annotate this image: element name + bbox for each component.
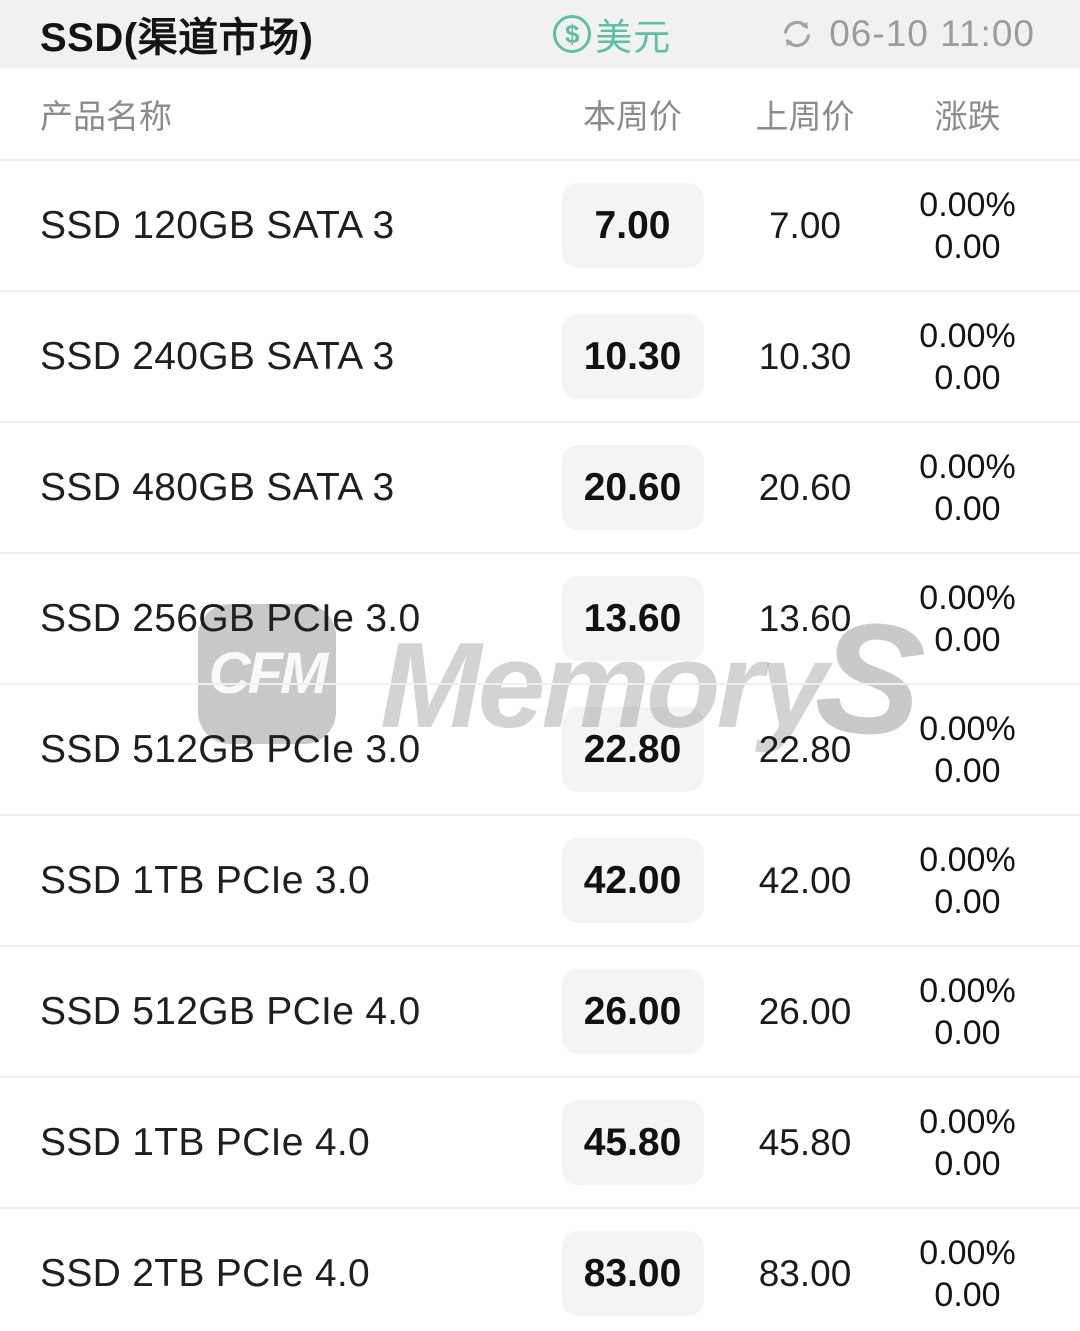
this-week-price-badge: 10.30 <box>561 314 704 399</box>
column-header-this-week-price: 本周价 <box>583 97 682 135</box>
price-change: 0.00% 0.00 <box>890 1101 1045 1185</box>
last-week-price: 83.00 <box>758 1252 852 1294</box>
dollar-icon: $ <box>553 15 592 53</box>
price-change-percent: 0.00% <box>919 578 1016 617</box>
refresh-icon[interactable] <box>779 16 815 52</box>
price-change-percent: 0.00% <box>919 447 1016 486</box>
this-week-price-cell: 13.60 <box>545 576 720 661</box>
table-row[interactable]: SSD 2TB PCIe 4.0 83.00 83.00 0.00% 0.00 <box>0 1207 1080 1331</box>
price-change-absolute: 0.00 <box>934 882 1001 921</box>
price-change-absolute: 0.00 <box>934 358 1001 397</box>
product-name: SSD 512GB PCIe 3.0 <box>40 727 421 771</box>
price-change-absolute: 0.00 <box>934 1275 1001 1314</box>
last-week-price: 10.30 <box>758 335 852 377</box>
price-change: 0.00% 0.00 <box>890 577 1045 661</box>
table-row[interactable]: SSD 512GB PCIe 3.0 22.80 22.80 0.00% 0.0… <box>0 683 1080 814</box>
table-row[interactable]: SSD 1TB PCIe 4.0 45.80 45.80 0.00% 0.00 <box>0 1076 1080 1207</box>
last-week-price: 20.60 <box>758 466 852 508</box>
price-change-absolute: 0.00 <box>934 489 1001 528</box>
last-week-price: 22.80 <box>758 728 852 770</box>
price-change: 0.00% 0.00 <box>890 970 1045 1054</box>
column-header-product-name: 产品名称 <box>40 97 172 135</box>
table-row[interactable]: SSD 120GB SATA 3 7.00 7.00 0.00% 0.00 <box>0 159 1080 290</box>
price-change: 0.00% 0.00 <box>890 446 1045 530</box>
this-week-price-badge: 7.00 <box>561 183 704 268</box>
product-name: SSD 1TB PCIe 3.0 <box>40 858 370 902</box>
this-week-price-cell: 26.00 <box>545 969 720 1054</box>
price-change-absolute: 0.00 <box>934 1013 1001 1052</box>
price-change-absolute: 0.00 <box>934 751 1001 790</box>
product-name: SSD 512GB PCIe 4.0 <box>40 989 421 1033</box>
this-week-price-badge: 20.60 <box>561 445 704 530</box>
price-change-percent: 0.00% <box>919 316 1016 355</box>
price-change-absolute: 0.00 <box>934 1144 1001 1183</box>
product-name: SSD 1TB PCIe 4.0 <box>40 1120 370 1164</box>
table-row[interactable]: SSD 480GB SATA 3 20.60 20.60 0.00% 0.00 <box>0 421 1080 552</box>
table-header-row: 产品名称 本周价 上周价 涨跌 <box>0 68 1080 159</box>
price-change-percent: 0.00% <box>919 840 1016 879</box>
this-week-price-cell: 42.00 <box>545 838 720 923</box>
this-week-price-badge: 83.00 <box>561 1231 704 1316</box>
price-change-absolute: 0.00 <box>934 227 1001 266</box>
last-week-price: 7.00 <box>768 204 841 246</box>
title-bar: SSD(渠道市场) $ 美元 06-10 11:00 <box>0 0 1080 68</box>
price-change-absolute: 0.00 <box>934 620 1001 659</box>
price-change-percent: 0.00% <box>919 185 1016 224</box>
page-title: SSD(渠道市场) <box>40 16 314 60</box>
price-change: 0.00% 0.00 <box>890 315 1045 399</box>
this-week-price-badge: 42.00 <box>561 838 704 923</box>
price-change-percent: 0.00% <box>919 971 1016 1010</box>
price-change: 0.00% 0.00 <box>890 839 1045 923</box>
column-header-change: 涨跌 <box>934 97 1001 135</box>
this-week-price-cell: 20.60 <box>545 445 720 530</box>
price-change: 0.00% 0.00 <box>890 1232 1045 1316</box>
this-week-price-badge: 22.80 <box>561 707 704 792</box>
product-name: SSD 120GB SATA 3 <box>40 203 395 247</box>
this-week-price-cell: 7.00 <box>545 183 720 268</box>
table-row[interactable]: SSD 256GB PCIe 3.0 13.60 13.60 0.00% 0.0… <box>0 552 1080 683</box>
this-week-price-badge: 13.60 <box>561 576 704 661</box>
table-row[interactable]: SSD 1TB PCIe 3.0 42.00 42.00 0.00% 0.00 <box>0 814 1080 945</box>
column-header-last-week-price: 上周价 <box>755 97 855 135</box>
last-week-price: 13.60 <box>758 597 852 639</box>
this-week-price-cell: 83.00 <box>545 1231 720 1316</box>
currency-toggle[interactable]: $ 美元 <box>553 7 671 61</box>
currency-label: 美元 <box>595 17 672 58</box>
product-name: SSD 2TB PCIe 4.0 <box>40 1251 370 1295</box>
price-change-percent: 0.00% <box>919 709 1016 748</box>
last-updated-timestamp: 06-10 11:00 <box>829 13 1035 54</box>
price-change-percent: 0.00% <box>919 1233 1016 1272</box>
last-week-price: 45.80 <box>758 1121 852 1163</box>
table-body: SSD 120GB SATA 3 7.00 7.00 0.00% 0.00 SS… <box>0 159 1080 1331</box>
product-name: SSD 256GB PCIe 3.0 <box>40 596 421 640</box>
last-week-price: 26.00 <box>758 990 852 1032</box>
price-change-percent: 0.00% <box>919 1102 1016 1141</box>
last-week-price: 42.00 <box>758 859 852 901</box>
this-week-price-cell: 10.30 <box>545 314 720 399</box>
product-name: SSD 480GB SATA 3 <box>40 465 395 509</box>
this-week-price-cell: 22.80 <box>545 707 720 792</box>
this-week-price-cell: 45.80 <box>545 1100 720 1185</box>
this-week-price-badge: 45.80 <box>561 1100 704 1185</box>
price-change: 0.00% 0.00 <box>890 708 1045 792</box>
product-name: SSD 240GB SATA 3 <box>40 334 395 378</box>
table-row[interactable]: SSD 240GB SATA 3 10.30 10.30 0.00% 0.00 <box>0 290 1080 421</box>
table-row[interactable]: SSD 512GB PCIe 4.0 26.00 26.00 0.00% 0.0… <box>0 945 1080 1076</box>
price-change: 0.00% 0.00 <box>890 184 1045 268</box>
this-week-price-badge: 26.00 <box>561 969 704 1054</box>
refresh-group[interactable]: 06-10 11:00 <box>779 13 1035 55</box>
